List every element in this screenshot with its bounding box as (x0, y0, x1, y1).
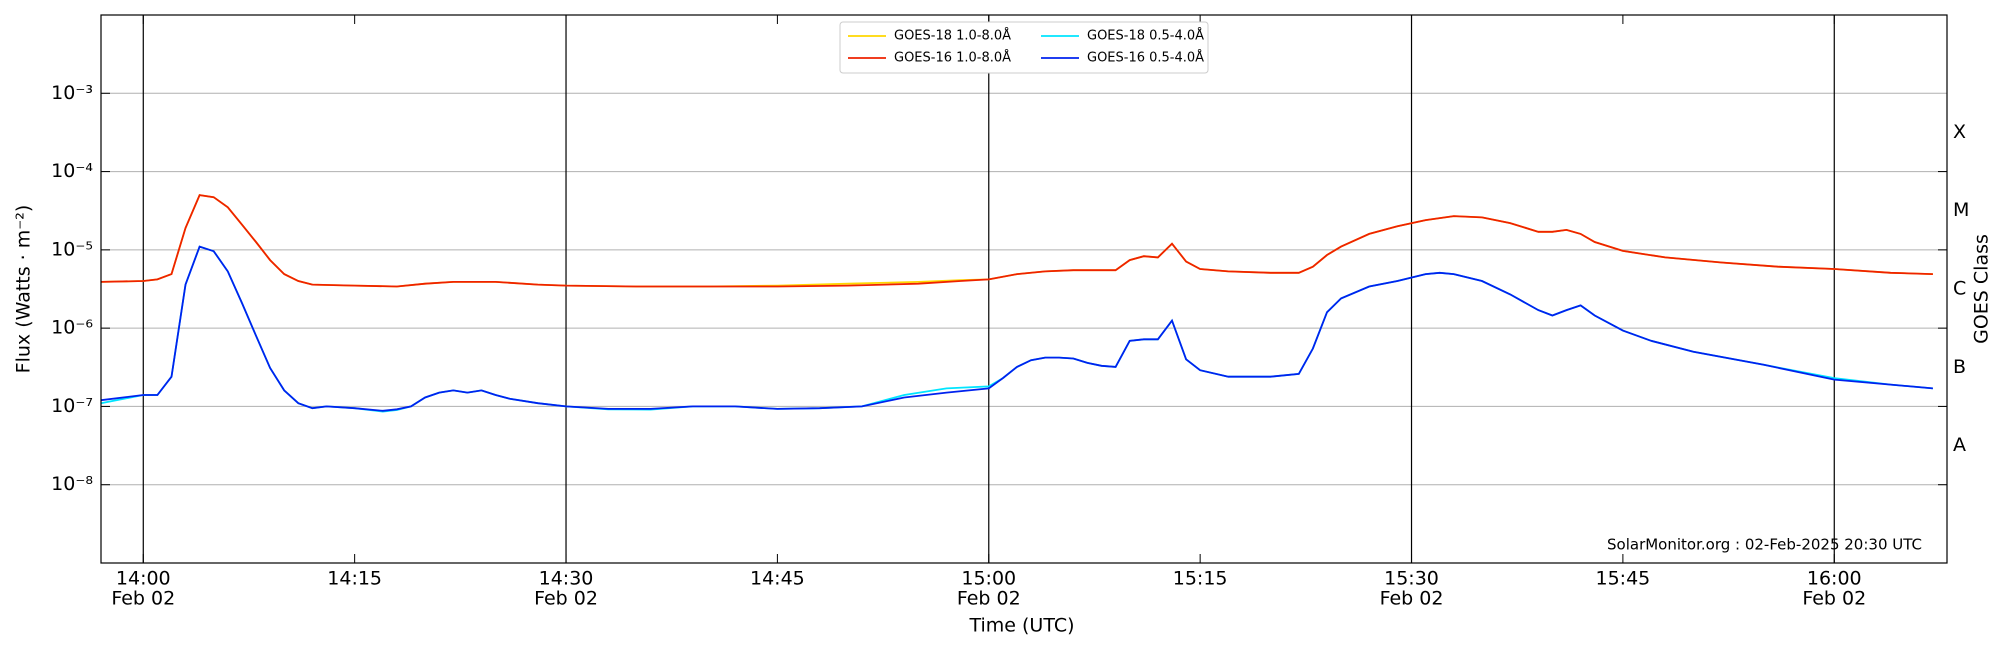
annotation: SolarMonitor.org : 02-Feb-2025 20:30 UTC (1607, 536, 1922, 554)
x-tick-label: 15:30 (1384, 568, 1439, 590)
legend: GOES-18 1.0-8.0Å GOES-16 1.0-8.0Å GOES-18 … (839, 21, 1209, 74)
legend-label: GOES-18 0.5-4.0Å (1087, 28, 1204, 44)
y-tick-label: 10⁻⁶ (51, 317, 93, 339)
y-tick-label: 10⁻⁷ (51, 395, 93, 417)
y2-tick-label: X (1953, 121, 1966, 143)
y-tick-label: 10⁻⁵ (51, 238, 93, 260)
x-tick-label: 14:45 (750, 568, 805, 590)
y2-tick-label: B (1953, 356, 1966, 378)
legend-label: GOES-16 1.0-8.0Å (894, 50, 1011, 66)
x-tick-label: 16:00 (1807, 568, 1862, 590)
legend-box (839, 21, 1209, 74)
x-tick-date: Feb 02 (957, 588, 1021, 610)
series-line (100, 245, 1933, 412)
series-line (100, 245, 1933, 413)
y2-tick-label: C (1953, 278, 1966, 300)
y2-tick-label: A (1953, 434, 1966, 456)
series-line (100, 194, 1933, 288)
x-tick-date: Feb 02 (111, 588, 175, 610)
series-line (100, 194, 1933, 288)
x-tick-date: Feb 02 (534, 588, 598, 610)
x-tick-label: 14:30 (539, 568, 594, 590)
y2-tick-label: M (1953, 199, 1969, 221)
y-tick-label: 10⁻⁸ (51, 473, 93, 495)
x-tick-label: 15:00 (961, 568, 1016, 590)
legend-label: GOES-16 0.5-4.0Å (1087, 50, 1204, 66)
x-tick-label: 15:45 (1596, 568, 1651, 590)
x-tick-label: 14:15 (327, 568, 382, 590)
x-tick-label: 15:15 (1173, 568, 1228, 590)
y2-axis-label: GOES Class (1971, 234, 1993, 344)
x-tick-date: Feb 02 (1802, 588, 1866, 610)
y-axis-label: Flux (Watts · m⁻²) (13, 205, 35, 374)
legend-label: GOES-18 1.0-8.0Å (894, 28, 1011, 44)
x-tick-date: Feb 02 (1380, 588, 1444, 610)
x-axis-label: Time (UTC) (968, 615, 1074, 637)
y-tick-label: 10⁻³ (51, 82, 93, 104)
plot-frame (100, 14, 1948, 564)
x-tick-label: 14:00 (116, 568, 171, 590)
y-tick-label: 10⁻⁴ (51, 160, 93, 182)
